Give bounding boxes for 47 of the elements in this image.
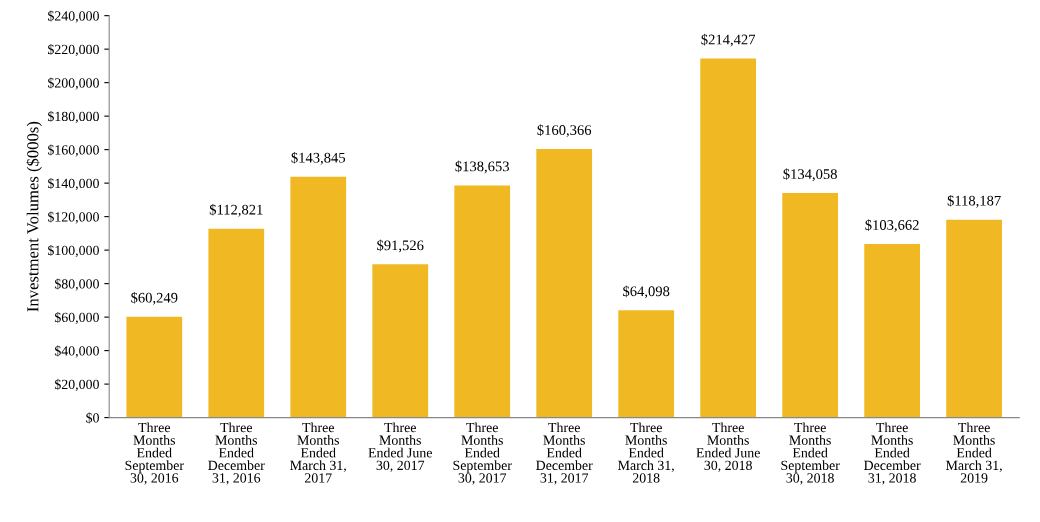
data-label: $160,366 [537, 124, 592, 138]
bar [126, 316, 183, 418]
x-tick-label: Three Months Ended March 31, 2019 [945, 422, 1002, 483]
data-label: $91,526 [377, 239, 424, 253]
bar [208, 228, 265, 418]
y-tick-label: $100,000 [47, 244, 99, 258]
data-label: $138,653 [455, 160, 509, 174]
y-tick-label: $20,000 [54, 378, 99, 392]
x-tick-label: Three Months Ended December 31, 2017 [536, 422, 593, 485]
y-tick-label: $160,000 [47, 144, 99, 157]
x-tick-label: Three Months Ended March 31, 2017 [290, 422, 346, 483]
y-tick-label: $240,000 [47, 10, 99, 23]
data-label: $60,249 [131, 291, 178, 305]
y-tick-label: $140,000 [47, 177, 99, 191]
y-tick-label: $120,000 [47, 211, 99, 224]
y-tick-label: $200,000 [47, 77, 99, 90]
y-tick-label: $60,000 [54, 311, 99, 325]
data-label: $214,427 [701, 33, 756, 47]
x-tick-label: Three Months Ended June 30, 2017 [368, 422, 432, 473]
data-label: $118,187 [947, 194, 1001, 208]
x-tick-label: Three Months Ended March 31, 2018 [618, 422, 674, 483]
y-tick-label: $0 [86, 412, 99, 424]
x-tick-label: Three Months Ended June 30, 2018 [696, 422, 760, 473]
y-tick-label: $180,000 [47, 110, 99, 124]
bar [946, 219, 1002, 418]
x-tick-label: Three Months Ended September 30, 2017 [453, 422, 512, 485]
bar [618, 310, 675, 418]
bar [372, 264, 429, 418]
x-tick-label: Three Months Ended September 30, 2016 [125, 422, 184, 485]
data-label: $103,662 [865, 219, 919, 233]
y-tick-label: $40,000 [54, 345, 99, 358]
bar [290, 176, 347, 418]
bar [454, 185, 511, 418]
bar [700, 58, 757, 418]
data-label: $112,821 [209, 203, 263, 217]
y-tick-label: $80,000 [54, 278, 99, 291]
data-label: $134,058 [783, 168, 837, 182]
data-label: $143,845 [291, 151, 346, 165]
bar [782, 193, 839, 418]
bar [864, 243, 920, 418]
bar [536, 149, 593, 418]
y-axis-title: Investment Volumes ($000s) [26, 121, 42, 312]
x-tick-label: Three Months Ended September 30, 2018 [781, 422, 840, 485]
data-label: $64,098 [623, 285, 670, 299]
x-tick-label: Three Months Ended December 31, 2018 [864, 422, 921, 485]
y-tick-label: $220,000 [47, 43, 99, 57]
x-tick-label: Three Months Ended December 31, 2016 [208, 422, 265, 485]
